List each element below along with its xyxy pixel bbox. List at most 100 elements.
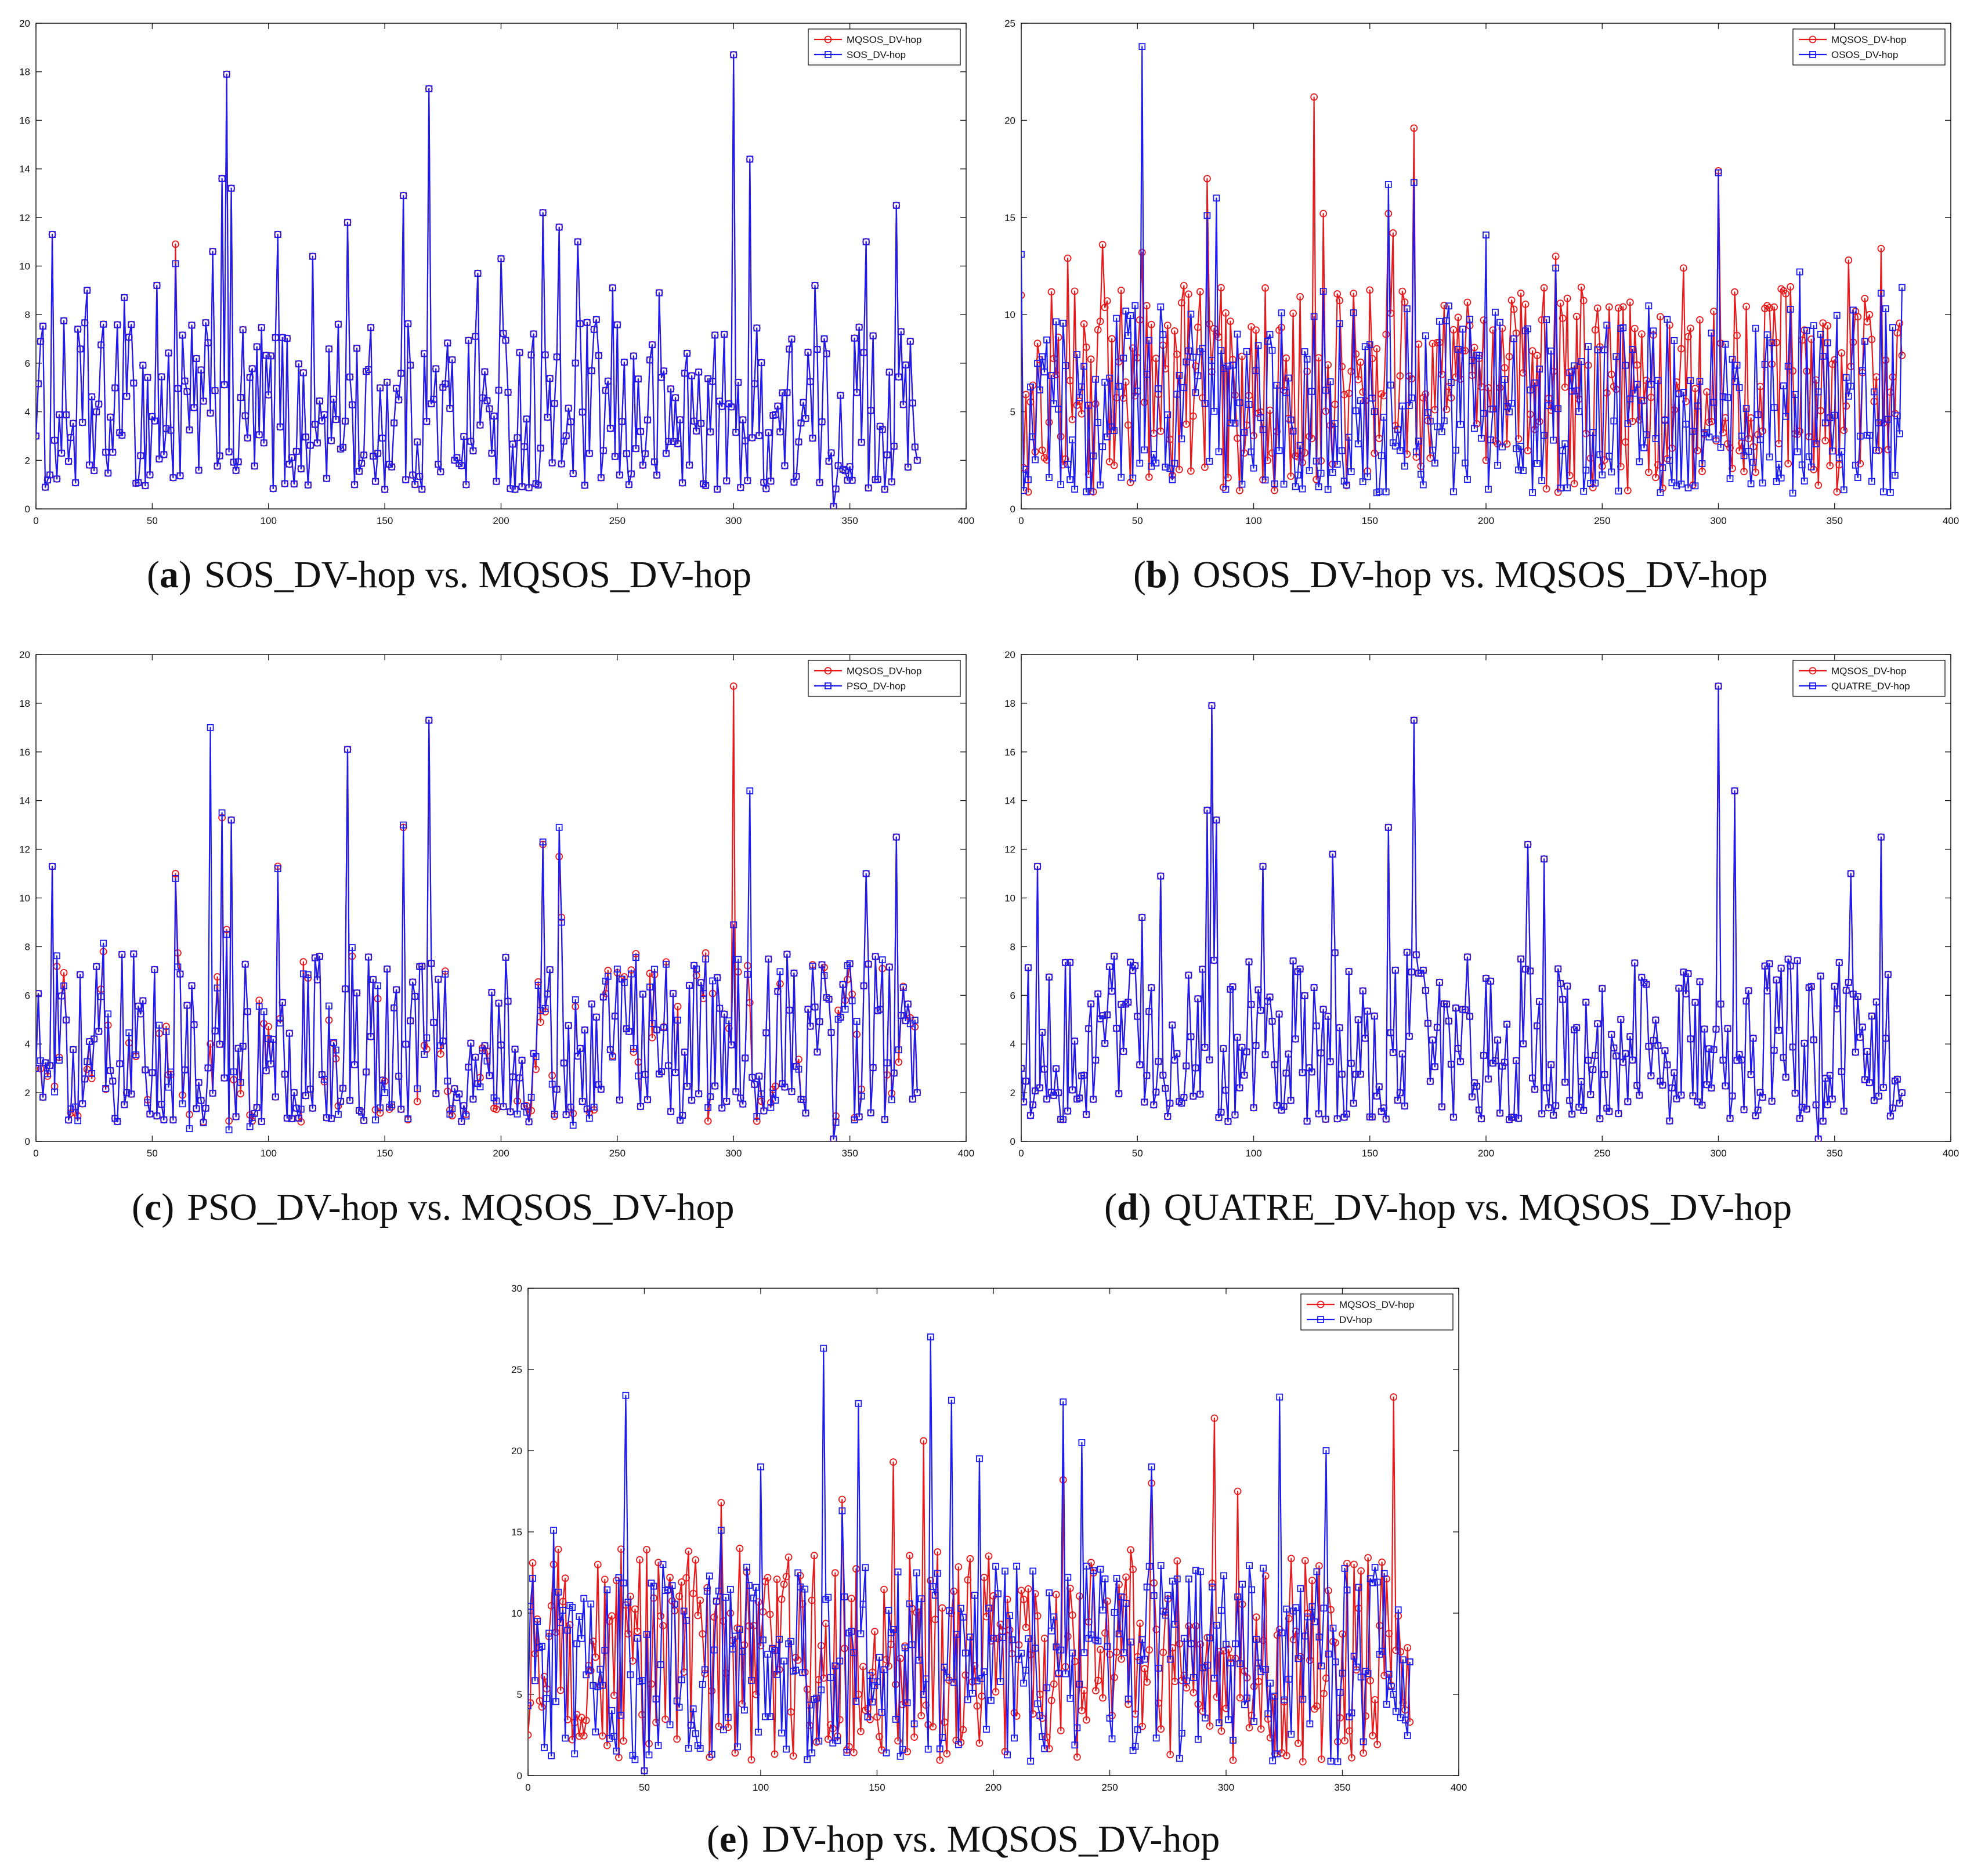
- series-comparator-point: [1120, 1649, 1127, 1657]
- series-comparator-point: [241, 960, 249, 968]
- series-comparator-point: [234, 458, 242, 465]
- series-comparator-point: [853, 1018, 861, 1025]
- series-mqsos-point: [819, 1674, 827, 1682]
- series-comparator-point: [425, 85, 433, 92]
- series-mqsos-point: [1390, 1393, 1398, 1401]
- series-comparator-point: [899, 1746, 906, 1753]
- series-mqsos-point: [1017, 1586, 1025, 1595]
- series-mqsos-point: [1380, 1672, 1389, 1679]
- series-comparator-point: [637, 428, 644, 435]
- series-comparator-point: [709, 378, 717, 385]
- series-comparator-point: [130, 379, 138, 387]
- y-tick-label: 8: [1010, 941, 1015, 952]
- series-comparator-point: [1104, 1643, 1111, 1650]
- series-comparator-point: [1640, 444, 1648, 451]
- series-comparator-point: [795, 1065, 802, 1073]
- series-comparator-point: [1740, 1106, 1748, 1114]
- series-comparator-point: [1675, 390, 1683, 397]
- series-comparator-point: [244, 1008, 251, 1015]
- series-comparator-point: [1241, 1071, 1248, 1079]
- series-mqsos-point: [1863, 318, 1871, 326]
- series-comparator-point: [1227, 419, 1234, 426]
- series-comparator-point: [1308, 1603, 1316, 1610]
- series-comparator-point: [1719, 393, 1727, 400]
- series-mqsos-point: [1644, 468, 1653, 476]
- series-comparator-point: [1828, 447, 1836, 455]
- series-mqsos-point: [966, 1555, 974, 1563]
- series-comparator-point: [1891, 1077, 1899, 1085]
- x-tick-label: 50: [147, 515, 158, 526]
- series-mqsos-point: [803, 1685, 811, 1693]
- x-tick-label: 100: [261, 515, 277, 526]
- series-mqsos-point: [717, 1499, 725, 1507]
- series-comparator-point: [326, 1002, 332, 1010]
- series-comparator-point: [391, 1004, 398, 1011]
- series-comparator-point: [841, 1593, 848, 1600]
- series-comparator-point: [77, 971, 84, 978]
- series-comparator-point: [1352, 1071, 1360, 1078]
- series-comparator-point: [1341, 1564, 1348, 1572]
- series-comparator-point: [1666, 457, 1673, 464]
- series-comparator-point: [764, 1650, 771, 1658]
- series-comparator-point: [909, 1096, 916, 1103]
- series-mqsos-point: [422, 1045, 431, 1053]
- series-comparator-point: [299, 970, 307, 978]
- series-comparator-point: [1742, 405, 1750, 413]
- series-comparator-point: [214, 984, 221, 992]
- series-comparator-point: [1043, 1684, 1051, 1691]
- series-comparator-point: [1234, 330, 1241, 338]
- series-comparator-point: [846, 960, 854, 967]
- series-mqsos-point: [1373, 345, 1381, 353]
- series-comparator-point: [1575, 1104, 1583, 1111]
- series-comparator-point: [841, 1006, 849, 1013]
- series-comparator-point: [1538, 477, 1546, 485]
- series-comparator-point: [1898, 1089, 1906, 1096]
- series-comparator-point: [807, 378, 814, 385]
- series-comparator-point: [88, 393, 96, 400]
- series-mqsos-point: [973, 1702, 981, 1710]
- series-comparator-point: [1661, 1047, 1669, 1054]
- series-comparator-point: [1390, 1691, 1397, 1698]
- series-mqsos-point: [1252, 326, 1260, 334]
- series-comparator-point: [1796, 1115, 1803, 1122]
- series-mqsos-point: [1059, 1476, 1067, 1484]
- caption-b: (b) OSOS_DV-hop vs. MQSOS_DV-hop: [1133, 554, 1768, 596]
- series-comparator-point: [1064, 461, 1071, 468]
- series-comparator-point: [1261, 476, 1269, 484]
- series-comparator-point: [1325, 1650, 1332, 1658]
- series-comparator-point: [689, 1705, 697, 1712]
- series-comparator-point: [1466, 1013, 1473, 1020]
- series-comparator-point: [1389, 1049, 1397, 1056]
- series-comparator-point: [845, 1629, 853, 1637]
- series-comparator-point: [779, 389, 786, 396]
- series-comparator-point: [125, 334, 133, 341]
- series-comparator-point: [1164, 411, 1172, 418]
- series-comparator-point: [476, 1083, 484, 1091]
- series-comparator-point: [1529, 489, 1536, 496]
- series-comparator-point: [1810, 322, 1817, 329]
- series-comparator-point: [428, 400, 435, 407]
- series-comparator-point: [1260, 1564, 1267, 1572]
- series-comparator-point: [1657, 1078, 1664, 1085]
- series-comparator-point: [818, 1686, 825, 1694]
- series-comparator-point: [737, 484, 744, 491]
- series-comparator-point: [381, 1089, 389, 1097]
- series-comparator-point: [1680, 389, 1687, 396]
- y-tick-label: 20: [1004, 649, 1015, 660]
- series-comparator-point: [1357, 397, 1364, 404]
- x-tick-label: 200: [1478, 1148, 1494, 1159]
- series-comparator-point: [1046, 973, 1053, 981]
- series-comparator-point: [1046, 1589, 1053, 1596]
- series-comparator-point: [1099, 1606, 1107, 1614]
- series-comparator-point: [193, 355, 200, 362]
- series-mqsos-point: [1572, 312, 1581, 320]
- series-comparator-point: [1865, 432, 1873, 439]
- series-comparator-point: [451, 1085, 458, 1093]
- series-comparator-point: [1619, 1058, 1627, 1066]
- series-comparator-point: [1566, 369, 1574, 377]
- series-comparator-point: [1347, 468, 1355, 475]
- series-comparator-point: [1039, 1029, 1046, 1036]
- series-comparator-point: [1129, 967, 1137, 974]
- series-comparator-point: [1552, 1102, 1560, 1109]
